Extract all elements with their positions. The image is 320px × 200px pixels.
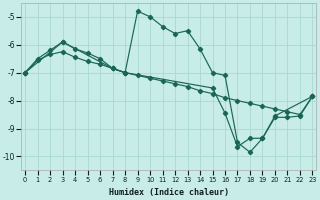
X-axis label: Humidex (Indice chaleur): Humidex (Indice chaleur) (109, 188, 229, 197)
